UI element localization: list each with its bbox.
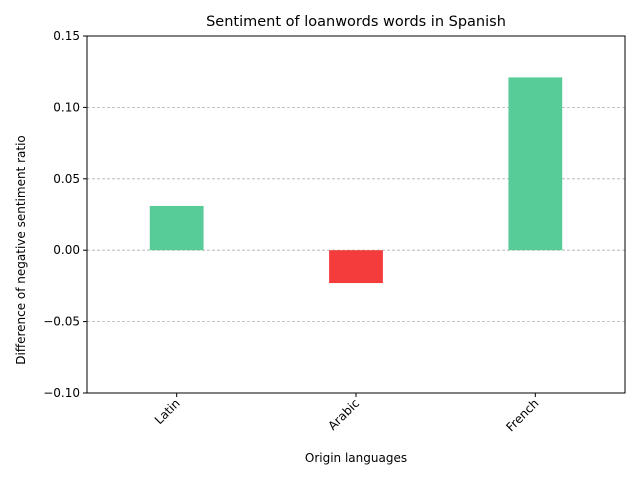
- y-ticks: −0.10 −0.05 0.00 0.05 0.10 0.15: [43, 29, 87, 400]
- bars: [149, 77, 563, 284]
- y-axis-label: Difference of negative sentiment ratio: [14, 135, 28, 365]
- y-tick-label: 0.05: [53, 172, 80, 186]
- bar-arabic: [329, 250, 383, 284]
- y-tick-label: 0.10: [53, 100, 80, 114]
- bar-latin: [149, 205, 204, 251]
- y-tick-label: 0.15: [53, 29, 80, 43]
- x-tick-label-arabic: Arabic: [325, 396, 362, 433]
- chart-title: Sentiment of loanwords words in Spanish: [206, 14, 506, 30]
- x-axis-label: Origin languages: [305, 451, 407, 465]
- y-tick-label: −0.05: [43, 315, 80, 329]
- x-tick-label-latin: Latin: [152, 396, 183, 427]
- x-ticks: Latin Arabic French: [152, 393, 541, 434]
- x-tick-label-french: French: [503, 396, 541, 434]
- y-tick-label: 0.00: [53, 243, 80, 257]
- y-tick-label: −0.10: [43, 386, 80, 400]
- bar-french: [508, 77, 563, 251]
